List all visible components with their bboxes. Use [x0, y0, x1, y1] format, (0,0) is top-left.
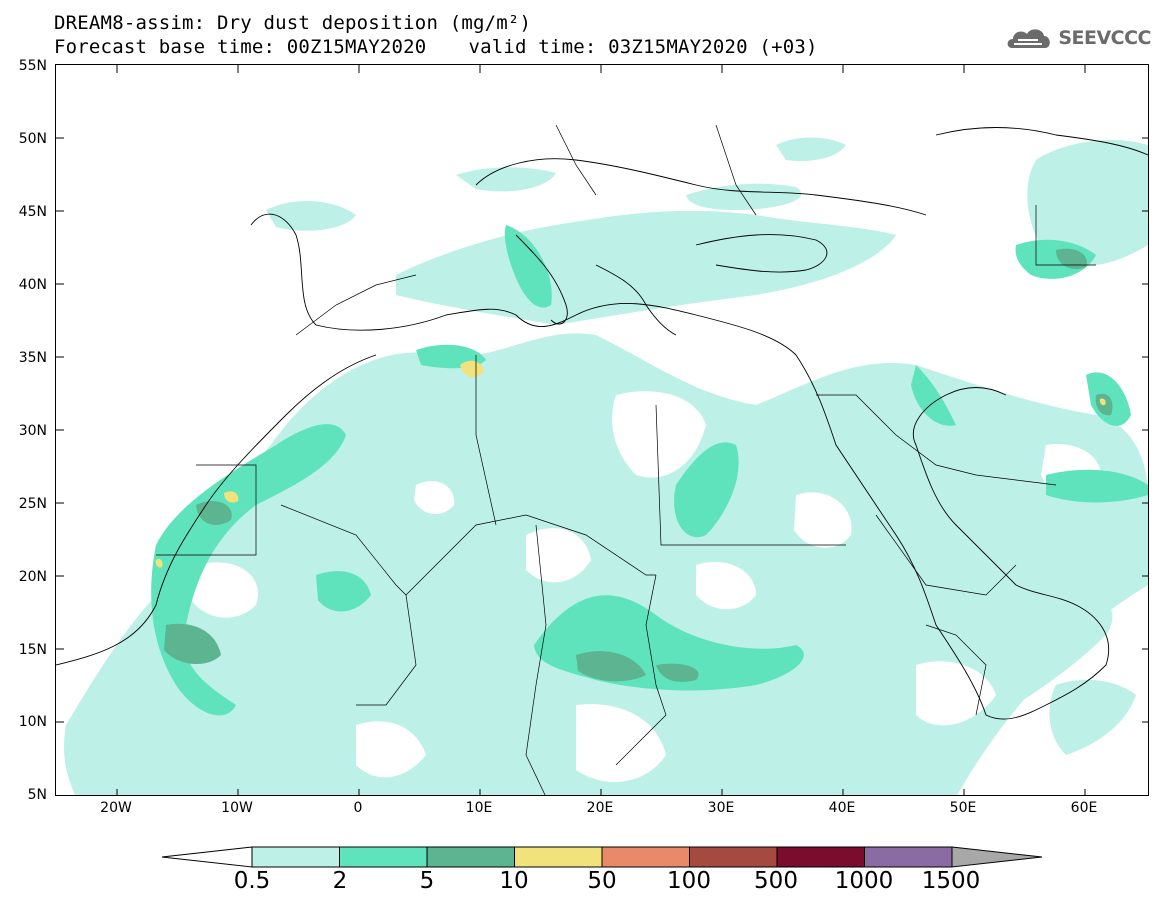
legend-cell-2 — [339, 846, 428, 868]
dust-map — [56, 65, 1148, 795]
lat-label-30n: 30N — [18, 423, 47, 439]
legend-cell-50 — [601, 846, 690, 868]
lat-label-50n: 50N — [18, 131, 47, 147]
legend-cell-100 — [689, 846, 778, 868]
lat-label-15n: 15N — [18, 642, 47, 658]
legend-label-50: 50 — [587, 868, 617, 894]
legend-cell-0-5 — [251, 846, 340, 868]
legend-label-2: 2 — [332, 868, 348, 894]
low-deposition-gaps — [191, 391, 1102, 782]
cloud-logo-icon — [1007, 29, 1051, 48]
legend-cell-500 — [776, 846, 865, 868]
lon-label-20w: 20W — [100, 800, 132, 816]
lat-label-10n: 10N — [18, 714, 47, 730]
logo-text: SEEVCCC — [1058, 27, 1151, 49]
valid-time: valid time: 03Z15MAY2020 (+03) — [468, 36, 818, 58]
lon-label-30e: 30E — [707, 800, 735, 816]
lon-label-10w: 10W — [221, 800, 253, 816]
legend-left-arrow — [161, 846, 253, 868]
deposition-level-5 — [164, 248, 1113, 682]
legend-label-1000: 1000 — [834, 868, 894, 894]
legend-label-10: 10 — [499, 868, 529, 894]
lat-label-25n: 25N — [18, 496, 47, 512]
lat-label-20n: 20N — [18, 569, 47, 585]
country-borders — [156, 124, 1096, 795]
tick-marks — [56, 65, 1148, 795]
lat-label-40n: 40N — [18, 277, 47, 293]
lon-label-50e: 50E — [949, 800, 977, 816]
seevccc-logo: SEEVCCC — [1004, 24, 1151, 52]
lon-label-20e: 20E — [586, 800, 614, 816]
legend-cell-1000 — [864, 846, 953, 868]
legend-cell-10 — [514, 846, 603, 868]
legend-label-100: 100 — [667, 868, 711, 894]
legend-label-1500: 1500 — [921, 868, 981, 894]
legend-right-arrow — [951, 846, 1043, 868]
lon-label-0: 0 — [353, 800, 363, 816]
map-title: DREAM8-assim: Dry dust deposition (mg/m²… — [54, 12, 532, 34]
legend-label-5: 5 — [419, 868, 435, 894]
map-subtitle: Forecast base time: 00Z15MAY2020 valid ti… — [54, 36, 818, 58]
legend-colorbar — [161, 846, 1043, 868]
legend-label-500: 500 — [754, 868, 798, 894]
lat-label-5n: 5N — [27, 787, 47, 803]
legend-cell-5 — [426, 846, 515, 868]
lat-label-35n: 35N — [18, 350, 47, 366]
map-area — [55, 64, 1149, 796]
lon-label-60e: 60E — [1070, 800, 1098, 816]
legend-label-0-5: 0.5 — [233, 868, 271, 894]
forecast-base-time: Forecast base time: 00Z15MAY2020 — [54, 36, 427, 58]
lon-label-10e: 10E — [465, 800, 493, 816]
lat-label-55n: 55N — [18, 58, 47, 74]
deposition-level-10 — [155, 360, 1106, 568]
lat-label-45n: 45N — [18, 204, 47, 220]
coastlines — [56, 127, 1148, 720]
lon-label-40e: 40E — [828, 800, 856, 816]
